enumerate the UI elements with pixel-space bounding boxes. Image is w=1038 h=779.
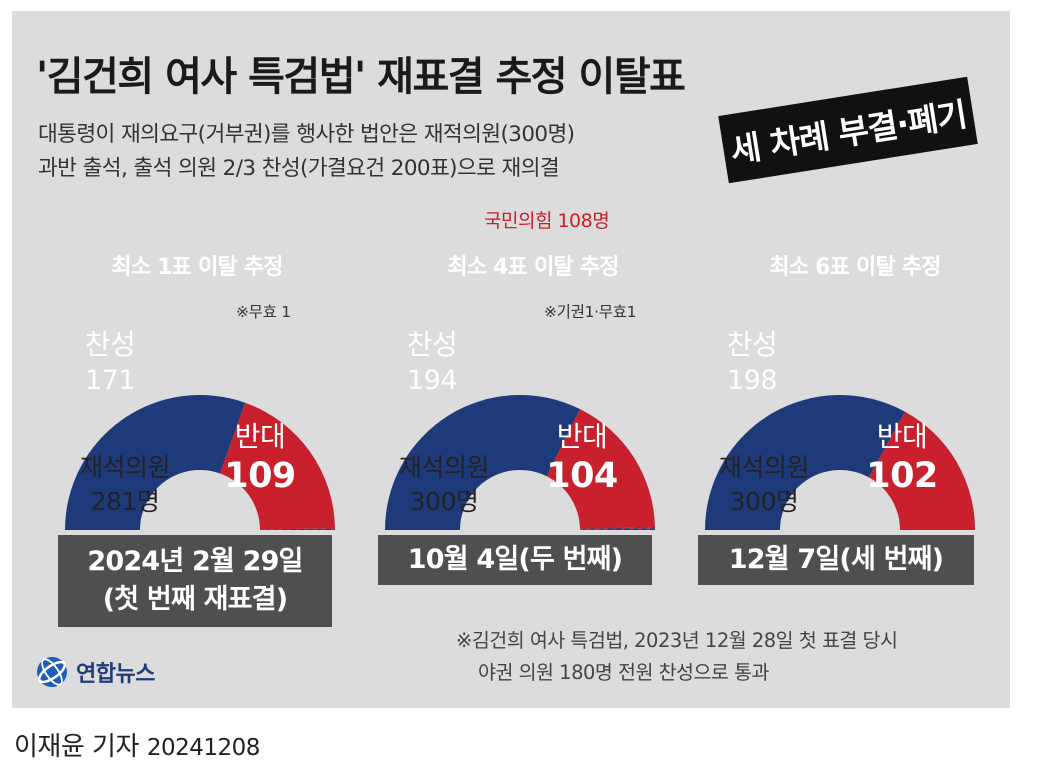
date-line-1b: (첫 번째 재표결): [102, 584, 288, 615]
subtitle-line-2: 과반 출석, 출석 의원 2/3 찬성(가결요건 200표)으로 재의결: [38, 156, 560, 181]
for-label-3: 찬성: [726, 328, 778, 361]
slice-3-2: [868, 411, 975, 530]
date-box-3: 12월 7일(세 번째): [698, 535, 974, 585]
subtitle-line-1: 대통령이 재의요구(거부권)를 행사한 법안은 재적의원(300명): [38, 122, 575, 147]
against-label-3: 반대: [876, 420, 928, 453]
page-title: '김건희 여사 특검법' 재표결 추정 이탈표: [36, 54, 686, 100]
date-box-2: 10월 4일(두 번째): [378, 535, 652, 585]
yonhap-logo: 연합뉴스: [34, 654, 155, 690]
for-value-1: 171: [84, 365, 136, 396]
slice-1-1: [65, 394, 246, 530]
note-2: ※기권1·무효1: [544, 303, 637, 321]
slice-2-3: [579, 527, 655, 530]
for-value-3: 198: [726, 365, 778, 396]
footnote-line-2: 야권 의원 180명 전원 찬성으로 통과: [478, 661, 769, 684]
credit-author: 이재윤 기자: [14, 732, 139, 762]
against-value-1: 109: [224, 456, 296, 496]
footnote-line-1: ※김건희 여사 특검법, 2023년 12월 28일 첫 표결 당시: [456, 629, 898, 652]
defection-pill-3: 최소 6표 이탈 추정: [769, 255, 941, 280]
slice-3-1: [705, 395, 906, 530]
present-value-3: 300명: [729, 487, 799, 516]
for-label-2: 찬성: [406, 328, 458, 361]
against-label-2: 반대: [556, 420, 608, 453]
present-value-2: 300명: [409, 487, 479, 516]
present-label-2: 재석의원: [398, 453, 490, 482]
credit-date: 20241208: [146, 735, 261, 761]
slice-2-4: [579, 528, 656, 530]
against-label-1: 반대: [234, 420, 286, 453]
for-value-2: 194: [406, 365, 458, 396]
date-line-3a: 12월 7일(세 번째): [728, 544, 944, 575]
present-value-1: 281명: [90, 487, 160, 516]
yonhap-logo-icon: [37, 657, 67, 687]
defection-pill-1: 최소 1표 이탈 추정: [111, 255, 283, 280]
note-1: ※무효 1: [236, 303, 291, 321]
for-label-1: 찬성: [84, 328, 136, 361]
slice-2-1: [385, 394, 581, 530]
date-line-1a: 2024년 2월 29일: [87, 546, 303, 577]
date-box-1: 2024년 2월 29일 (첫 번째 재표결): [58, 535, 332, 627]
present-label-3: 재석의원: [718, 453, 810, 482]
against-value-2: 104: [546, 456, 618, 496]
logo-text: 연합뉴스: [76, 662, 155, 687]
slice-2-2: [546, 409, 655, 529]
against-value-3: 102: [866, 456, 938, 496]
slice-1-3: [259, 528, 335, 530]
slice-1-2: [220, 402, 335, 530]
present-label-1: 재석의원: [79, 453, 171, 482]
party-note: 국민의힘 108명: [484, 210, 610, 232]
date-line-2a: 10월 4일(두 번째): [407, 544, 623, 575]
defection-pill-2: 최소 4표 이탈 추정: [447, 255, 619, 280]
credit: 이재윤 기자 20241208: [14, 726, 260, 763]
